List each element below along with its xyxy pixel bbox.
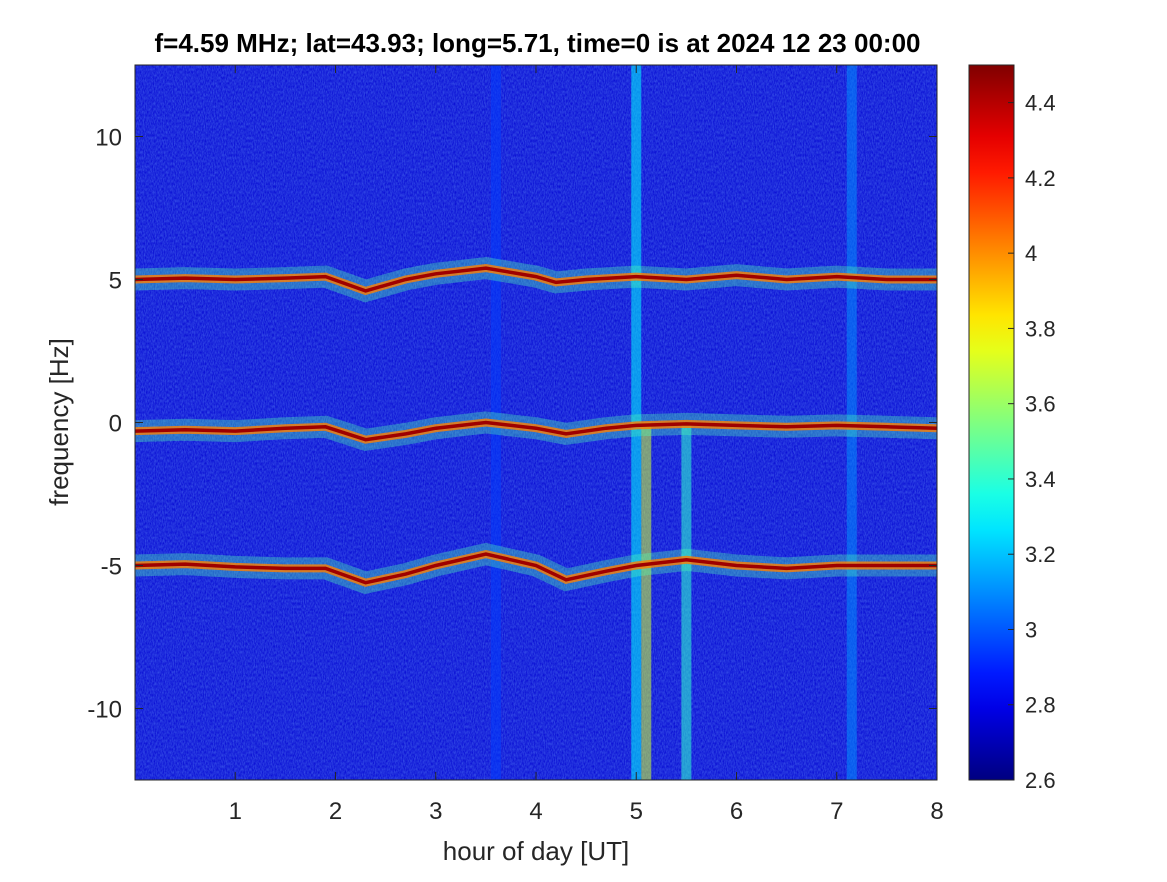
trace-lower [135,552,937,585]
y-axis: 10 5 0 -5 -10 [87,125,937,724]
vertical-feature-2 [681,422,692,780]
x-tick-label: 4 [529,798,542,825]
colorbar-tick-label: 4.2 [1025,166,1056,191]
y-tick-label: 0 [109,411,122,438]
y-tick-label: -10 [87,697,122,724]
colorbar-tick-label: 2.8 [1025,693,1056,718]
colorbar-scale [968,64,1015,781]
x-tick-label: 3 [429,798,442,825]
y-axis-label: frequency [Hz] [44,338,74,506]
x-axis: 1 2 3 4 5 6 7 8 [229,65,944,825]
colorbar-tick-label: 3 [1025,617,1037,642]
y-tick-label: 5 [109,268,122,295]
colorbar-tick-label: 3.2 [1025,542,1056,567]
colorbar-tick-label: 2.6 [1025,768,1056,793]
x-tick-label: 6 [730,798,743,825]
trace-upper [135,266,937,293]
colorbar-tick-label: 4 [1025,241,1037,266]
colorbar: 4.4 4.2 4 3.8 3.6 3.4 3.2 3 2.8 2.6 [968,64,1056,793]
x-tick-label: 2 [329,798,342,825]
x-tick-label: 8 [930,798,943,825]
x-tick-label: 7 [830,798,843,825]
y-tick-label: 10 [95,125,122,152]
colorbar-tick-label: 3.4 [1025,467,1056,492]
trace-center [135,420,937,442]
plot-area [134,64,938,781]
x-axis-label: hour of day [UT] [443,836,629,866]
colorbar-tick-label: 3.8 [1025,316,1056,341]
x-tick-label: 5 [630,798,643,825]
chart-title: f=4.59 MHz; lat=43.93; long=5.71, time=0… [154,28,921,58]
vertical-feature-1 [641,422,652,780]
x-tick-label: 1 [229,798,242,825]
colorbar-tick-label: 3.6 [1025,392,1056,417]
colorbar-tick-label: 4.4 [1025,91,1056,116]
y-tick-label: -5 [101,554,122,581]
